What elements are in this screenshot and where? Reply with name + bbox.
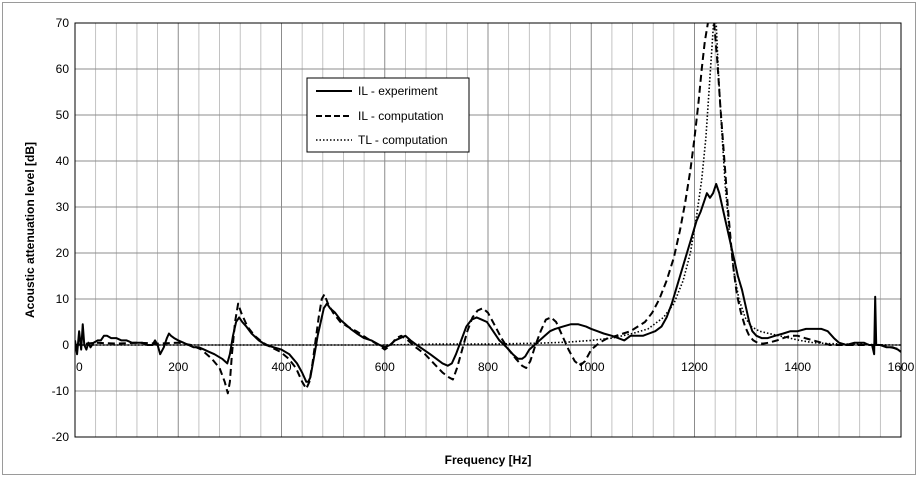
legend-label-il-experiment: IL - experiment [358,84,438,98]
x-tick-label: 400 [271,360,291,374]
legend: IL - experiment IL - computation TL - co… [306,77,470,153]
line-chart: -20 -10 0 10 20 30 40 50 60 70 0 200 400 600 800 1000 1… [23,16,915,467]
plot-area-border [74,22,902,438]
x-tick-label: 1000 [578,360,605,374]
y-tick-label: 0 [62,338,69,352]
x-tick-label: 800 [478,360,498,374]
x-axis-tick-labels: 0 200 400 600 800 1000 1200 1400 1600 [76,360,915,374]
x-tick-label: 1400 [784,360,811,374]
x-tick-label: 1200 [681,360,708,374]
series-line-tl-computation [75,23,901,346]
y-tick-label: 60 [56,62,70,76]
y-tick-label: -20 [52,430,70,444]
x-tick-label: 600 [375,360,395,374]
y-axis-label: Acoustic attenuation level [dB] [23,142,37,318]
y-tick-label: 50 [56,108,70,122]
x-tick-label: 1600 [888,360,915,374]
x-tick-label: 200 [168,360,188,374]
legend-label-il-computation: IL - computation [358,109,444,123]
series-line-il-computation [75,23,901,395]
x-tick-label: 0 [76,360,83,374]
legend-label-tl-computation: TL - computation [358,133,448,147]
y-tick-label: 30 [56,200,70,214]
y-tick-label: 40 [56,154,70,168]
y-tick-label: 20 [56,246,70,260]
series-line-il-experiment [75,183,901,383]
y-tick-label: -10 [52,384,70,398]
x-axis-label: Frequency [Hz] [445,453,532,467]
series-layer [75,23,901,395]
y-tick-label: 10 [56,292,70,306]
y-axis-tick-labels: -20 -10 0 10 20 30 40 50 60 70 [52,16,70,444]
y-tick-label: 70 [56,16,70,30]
